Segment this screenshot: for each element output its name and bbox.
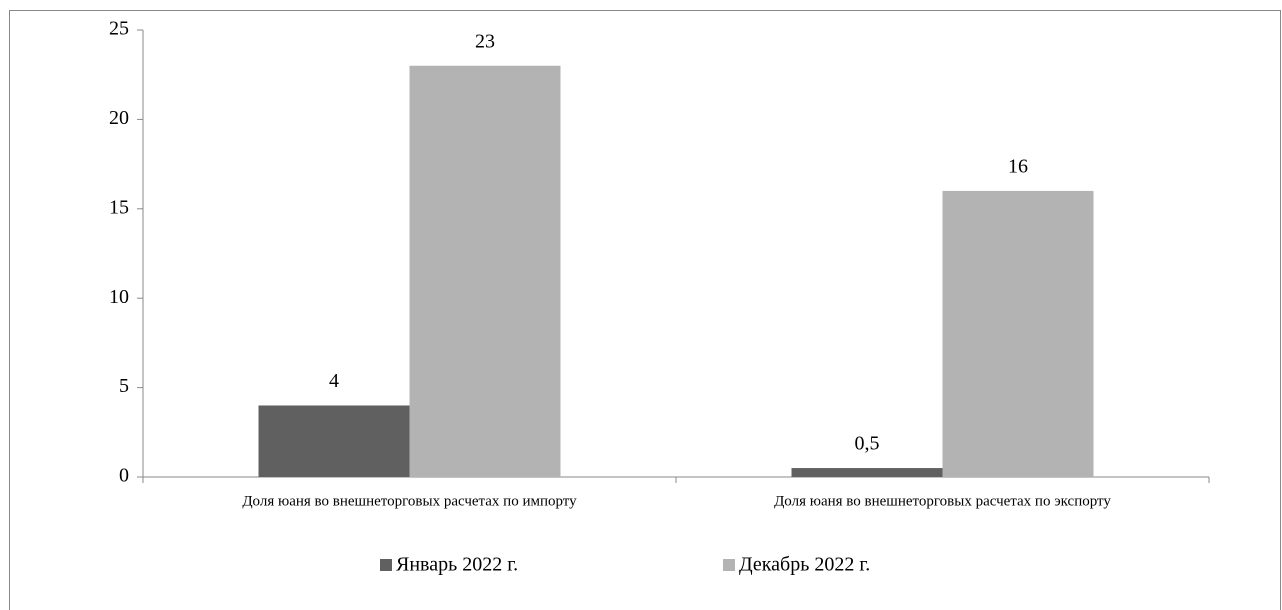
- y-tick-label: 0: [119, 465, 129, 487]
- y-tick-label: 10: [109, 286, 129, 308]
- x-tick-label: Доля юаня во внешнеторговых расчетах по …: [242, 493, 577, 509]
- bar: [791, 468, 943, 477]
- x-tick-label: Доля юаня во внешнеторговых расчетах по …: [774, 493, 1111, 509]
- legend-swatch: [723, 559, 735, 571]
- y-tick-label: 25: [109, 18, 129, 40]
- data-label: 16: [1008, 156, 1028, 178]
- legend-label: Январь 2022 г.: [396, 554, 518, 576]
- bar: [409, 65, 561, 477]
- data-label: 0,5: [855, 433, 880, 455]
- y-tick-label: 20: [109, 107, 129, 129]
- legend-label: Декабрь 2022 г.: [739, 554, 870, 576]
- bar: [942, 190, 1094, 478]
- y-tick-label: 5: [119, 375, 129, 397]
- data-label: 4: [329, 370, 339, 392]
- bar: [258, 405, 410, 477]
- chart-frame: [9, 10, 1281, 610]
- y-tick-label: 15: [109, 196, 129, 218]
- data-label: 23: [475, 30, 495, 52]
- legend-swatch: [380, 559, 392, 571]
